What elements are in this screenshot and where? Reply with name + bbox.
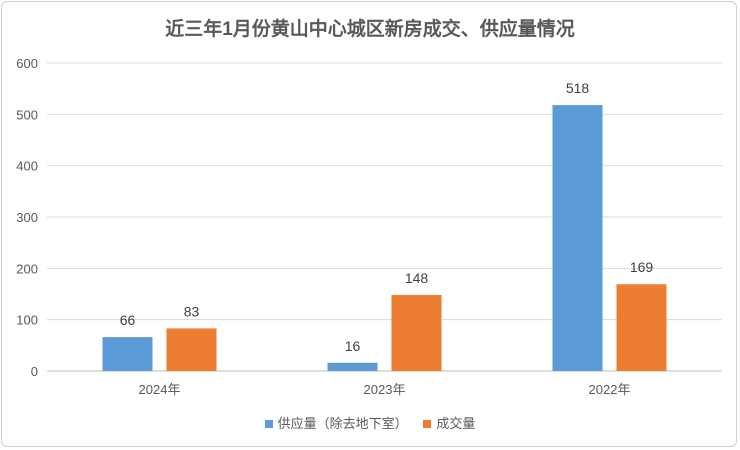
y-tick-label: 300 xyxy=(16,210,38,225)
data-label: 16 xyxy=(345,338,361,354)
data-label: 169 xyxy=(630,259,654,275)
bar xyxy=(102,337,153,371)
y-tick-label: 0 xyxy=(31,364,38,379)
bar xyxy=(166,328,217,371)
data-label: 66 xyxy=(120,312,136,328)
y-tick-label: 200 xyxy=(16,261,38,276)
y-tick-label: 400 xyxy=(16,159,38,174)
data-label: 148 xyxy=(405,270,429,286)
data-label: 518 xyxy=(566,80,590,96)
y-tick-label: 500 xyxy=(16,107,38,122)
legend-label-deals: 成交量 xyxy=(436,416,476,431)
x-tick-label: 2024年 xyxy=(139,382,181,397)
bar xyxy=(552,105,603,372)
legend-item-supply: 供应量（除去地下室） xyxy=(264,416,408,431)
chart-title: 近三年1月份黄山中心城区新房成交、供应量情况 xyxy=(165,19,575,40)
x-tick-label: 2022年 xyxy=(589,382,631,397)
legend: 供应量（除去地下室） 成交量 xyxy=(0,413,740,432)
y-tick-label: 100 xyxy=(16,313,38,328)
data-label: 83 xyxy=(184,303,200,319)
legend-item-deals: 成交量 xyxy=(423,416,475,431)
legend-label-supply: 供应量（除去地下室） xyxy=(277,416,408,431)
legend-swatch-supply xyxy=(264,419,273,428)
legend-swatch-deals xyxy=(423,419,432,428)
bar xyxy=(391,295,442,371)
bar xyxy=(327,362,378,371)
y-tick-label: 600 xyxy=(16,56,38,71)
bar xyxy=(616,284,667,371)
x-tick-label: 2023年 xyxy=(364,382,406,397)
